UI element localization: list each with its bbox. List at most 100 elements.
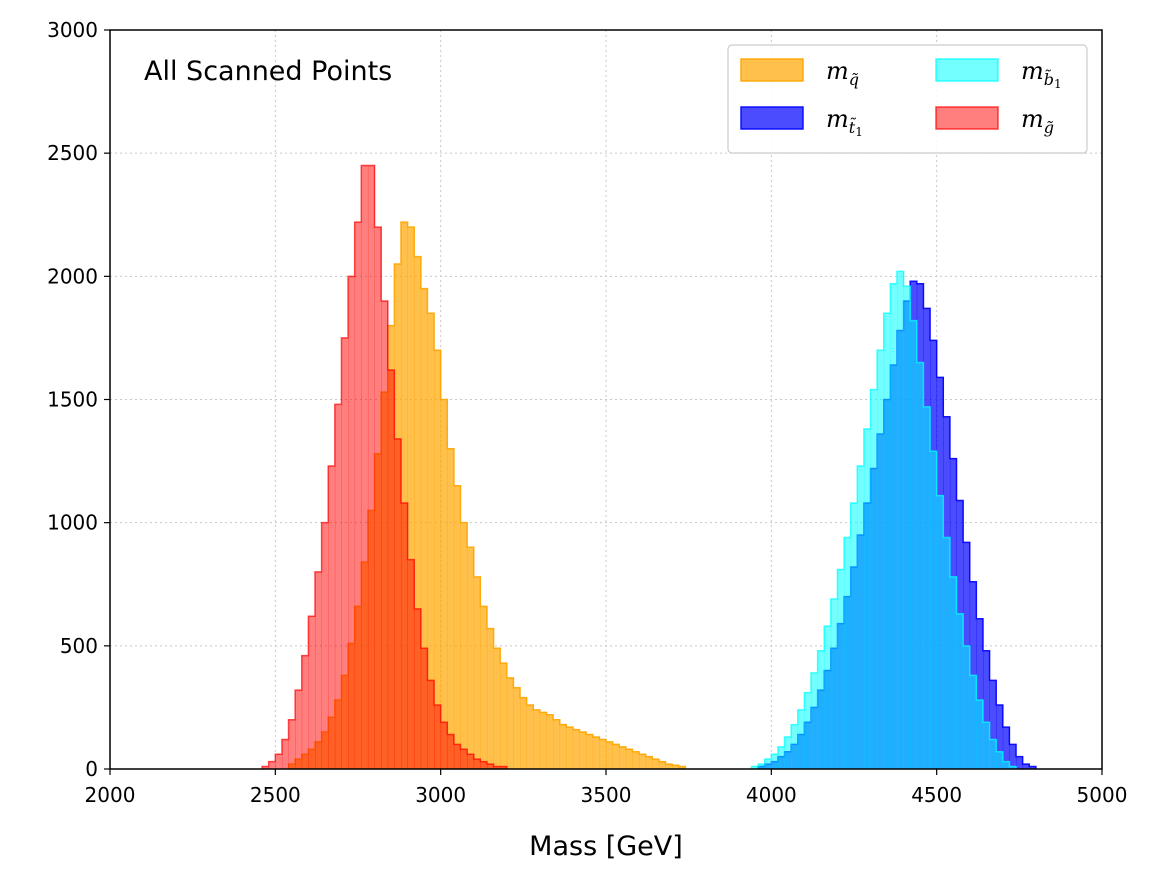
histogram-bar xyxy=(665,764,673,769)
histogram-bar xyxy=(896,271,904,769)
histogram-bar xyxy=(619,746,627,769)
legend-label: mb̃1 xyxy=(1021,57,1062,91)
histogram-bar xyxy=(493,766,501,769)
histogram-bar xyxy=(480,606,488,769)
histogram-bar xyxy=(857,466,865,769)
histogram-bar xyxy=(440,722,448,769)
histogram-bar xyxy=(434,704,442,769)
histogram-bar xyxy=(315,571,323,769)
legend-swatch xyxy=(740,106,804,130)
histogram-bar xyxy=(460,522,468,769)
histogram-bar xyxy=(811,672,819,769)
y-tick-label: 2000 xyxy=(47,264,98,288)
legend: mq̃ mt̃1 mb̃1 mg̃ xyxy=(727,44,1088,154)
histogram-bar xyxy=(500,766,508,769)
histogram-bar xyxy=(420,648,428,769)
histogram-bar xyxy=(546,714,554,769)
histogram-bar xyxy=(877,350,885,769)
legend-label: mt̃1 xyxy=(826,105,863,139)
histogram-bar xyxy=(890,283,898,769)
histogram-bar xyxy=(473,576,481,769)
legend-swatch xyxy=(740,58,804,82)
histogram-bar xyxy=(1029,766,1037,769)
histogram-bar xyxy=(797,709,805,769)
histogram-bar xyxy=(361,165,369,769)
histogram-bar xyxy=(982,650,990,769)
histogram-bar xyxy=(572,729,580,769)
y-tick-label: 500 xyxy=(60,634,98,658)
y-tick-label: 1000 xyxy=(47,511,98,535)
x-tick-label: 2500 xyxy=(250,783,301,807)
histogram-bar xyxy=(956,613,964,769)
histogram-bar xyxy=(566,727,574,769)
x-axis-label: Mass [GeV] xyxy=(529,831,683,862)
histogram-bar xyxy=(883,313,891,769)
histogram-bar xyxy=(844,537,852,769)
histogram-bar xyxy=(553,719,561,769)
histogram-bar xyxy=(500,663,508,769)
histogram-bar xyxy=(969,675,977,769)
histogram-bar xyxy=(467,754,475,769)
histogram-bar xyxy=(1002,727,1010,769)
histogram-bar xyxy=(275,754,283,769)
histogram-bar xyxy=(777,746,785,769)
histogram-bar xyxy=(387,369,395,769)
histogram-outline xyxy=(261,164,508,769)
y-tick-label: 1500 xyxy=(47,388,98,412)
histogram-bar xyxy=(288,719,296,769)
histogram-bar xyxy=(506,677,514,769)
histogram-bar xyxy=(394,438,402,769)
histogram-bar xyxy=(1009,744,1017,769)
x-tick-label: 4000 xyxy=(746,783,797,807)
histogram-bar xyxy=(751,766,759,769)
histogram-bar xyxy=(341,337,349,769)
histogram-bar xyxy=(976,618,984,769)
histogram-bar xyxy=(837,569,845,769)
histogram-bar xyxy=(579,732,587,769)
histogram-bar xyxy=(804,692,812,769)
histogram-bar xyxy=(520,697,528,769)
histogram-bar xyxy=(486,628,494,769)
histogram-bar xyxy=(817,650,825,769)
histogram-bar xyxy=(612,744,620,769)
histogram-bar xyxy=(460,749,468,769)
histogram-bar xyxy=(606,741,614,769)
histogram-bar xyxy=(910,320,918,769)
histogram-bar xyxy=(863,429,871,769)
histogram-bar xyxy=(996,704,1004,769)
histogram-bar xyxy=(493,648,501,769)
histogram-bar xyxy=(434,350,442,769)
legend-item-2: mb̃1 xyxy=(935,57,1062,91)
histogram-bar xyxy=(295,690,303,769)
histogram-bar xyxy=(586,734,594,769)
histogram-bar xyxy=(281,739,289,769)
histogram-bar xyxy=(916,362,924,769)
histogram-bar xyxy=(672,765,680,769)
histogram-bar xyxy=(440,399,448,769)
histogram-bar xyxy=(447,448,455,769)
x-tick-label: 5000 xyxy=(1077,783,1128,807)
histogram-bar xyxy=(639,754,647,769)
histogram-bar xyxy=(400,222,408,769)
histogram-bar xyxy=(850,502,858,769)
legend-swatch xyxy=(935,58,999,82)
histogram-bar xyxy=(936,495,944,769)
histogram-bar xyxy=(758,764,766,769)
y-tick-label: 3000 xyxy=(47,18,98,42)
ticks-layer: 2000 2500 3000 3500 4000 4500 5000 0 500 1000 1500… xyxy=(47,18,1127,807)
histogram-bar xyxy=(381,300,389,769)
histogram-bar xyxy=(678,766,686,769)
histogram-bar xyxy=(427,680,435,769)
histogram-bar xyxy=(334,404,342,769)
histogram-bar xyxy=(771,754,779,769)
histogram-bar xyxy=(513,687,521,769)
histogram-bar xyxy=(453,485,461,769)
histogram-bar xyxy=(480,761,488,769)
series-3 xyxy=(261,164,508,770)
histogram-bar xyxy=(903,286,911,769)
histogram-bar xyxy=(321,522,329,769)
histogram-bar xyxy=(632,751,640,769)
histogram-bar xyxy=(592,736,600,769)
